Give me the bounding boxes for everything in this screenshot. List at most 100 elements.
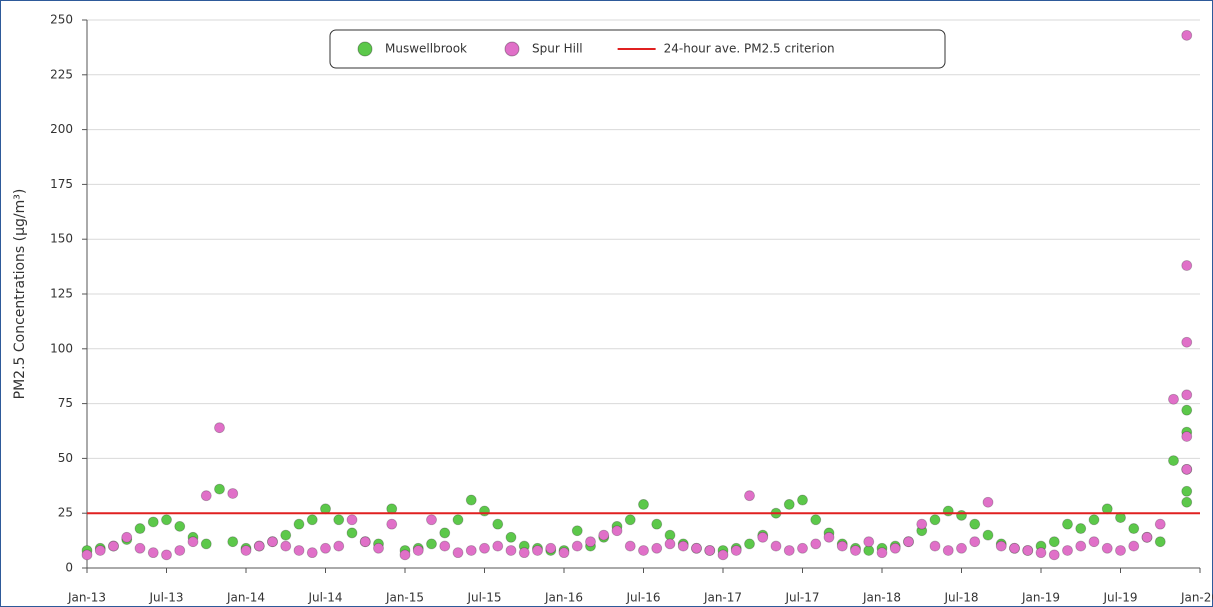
point — [94, 545, 106, 556]
point — [1128, 540, 1140, 552]
point — [1181, 496, 1193, 508]
point — [134, 523, 146, 534]
point — [744, 538, 755, 550]
point — [532, 545, 543, 556]
point — [81, 549, 93, 561]
point — [1048, 536, 1060, 548]
point — [1022, 545, 1034, 556]
point — [280, 529, 292, 541]
point — [982, 496, 994, 508]
point — [969, 536, 981, 548]
point — [651, 542, 663, 554]
y-tick-label: 75 — [58, 396, 73, 410]
point — [585, 536, 596, 548]
point — [161, 549, 172, 561]
point — [757, 531, 769, 543]
y-tick-label: 175 — [50, 177, 73, 191]
x-tick-label: Jan-18 — [862, 591, 901, 605]
point — [1115, 545, 1126, 556]
y-tick-label: 150 — [50, 232, 73, 246]
point — [783, 545, 795, 556]
point — [797, 542, 808, 554]
point — [373, 542, 384, 554]
x-tick-label: Jul-16 — [625, 591, 660, 605]
point — [174, 545, 186, 556]
x-tick-label: Jan-17 — [703, 591, 742, 605]
point — [240, 545, 252, 556]
point — [359, 536, 371, 548]
point — [571, 525, 583, 537]
point — [558, 547, 570, 559]
point — [810, 514, 822, 526]
point — [823, 531, 835, 543]
point — [863, 536, 875, 548]
point — [505, 531, 517, 543]
point — [452, 514, 464, 526]
x-tick-label: Jul-17 — [784, 591, 819, 605]
point — [214, 483, 225, 495]
point — [664, 538, 676, 550]
point — [333, 514, 345, 526]
point — [1062, 518, 1073, 530]
point — [426, 538, 437, 550]
point — [969, 518, 981, 530]
point — [187, 536, 199, 548]
y-tick-label: 225 — [50, 67, 73, 81]
point — [320, 542, 331, 554]
point — [797, 494, 808, 506]
point — [1062, 545, 1073, 556]
point — [293, 518, 305, 530]
point — [306, 514, 318, 526]
x-tick-label: Jan-16 — [544, 591, 583, 605]
point — [638, 545, 649, 556]
point — [1075, 540, 1087, 552]
point — [836, 540, 848, 552]
point — [571, 540, 583, 552]
point — [903, 536, 914, 548]
legend-label: Spur Hill — [532, 42, 583, 56]
point — [1088, 536, 1100, 548]
point — [452, 547, 464, 559]
point — [1154, 536, 1166, 548]
point — [174, 520, 186, 532]
y-tick-label: 200 — [50, 122, 73, 136]
point — [677, 540, 689, 552]
point — [624, 540, 636, 552]
point — [1141, 531, 1153, 543]
point — [386, 518, 398, 530]
y-tick-label: 25 — [58, 506, 73, 520]
point — [426, 514, 437, 526]
point — [134, 542, 146, 554]
y-axis-label: PM2.5 Concentrations (µg/m³) — [12, 189, 28, 400]
legend-marker — [357, 41, 373, 57]
point — [518, 547, 530, 559]
point — [1088, 514, 1100, 526]
point — [1181, 404, 1193, 416]
point — [876, 547, 888, 559]
point — [465, 545, 477, 556]
x-tick-label: Jul-14 — [307, 591, 342, 605]
point — [200, 538, 212, 550]
point — [1181, 336, 1193, 348]
y-tick-label: 250 — [50, 13, 73, 27]
point — [810, 538, 822, 550]
point — [479, 505, 490, 517]
point — [1181, 431, 1193, 442]
point — [545, 542, 557, 554]
x-tick-label: Jul-13 — [148, 591, 183, 605]
x-tick-label: Jan-13 — [67, 591, 106, 605]
legend-marker — [504, 41, 520, 57]
point — [439, 527, 451, 539]
point — [267, 536, 278, 548]
point — [956, 542, 967, 554]
point — [1168, 455, 1179, 466]
point — [717, 549, 729, 561]
point — [399, 549, 411, 561]
point — [929, 514, 941, 526]
y-tick-label: 50 — [58, 451, 73, 465]
point — [346, 527, 358, 539]
point — [730, 545, 742, 556]
y-tick-label: 100 — [50, 341, 73, 355]
